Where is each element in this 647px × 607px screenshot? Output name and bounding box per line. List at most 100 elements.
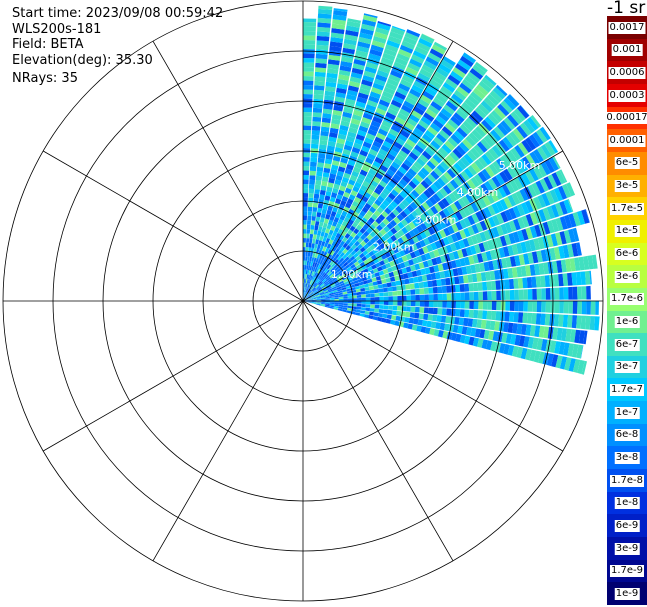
radar-gate [516,204,526,216]
radar-gate [403,322,409,329]
colorbar-tick-label: 3e-5 [614,180,640,193]
radar-gate [562,314,569,328]
radar-gate [342,309,347,313]
radar-gate [307,202,313,207]
radar-gate [303,107,313,113]
radar-gate [374,187,382,195]
radar-gate [340,282,345,287]
radar-gate [433,301,438,308]
radar-gate [312,301,317,303]
radar-gate [555,232,563,246]
radar-gate [331,164,339,171]
radar-gate [337,255,342,261]
colorbar-tick-label: 1.7e-5 [609,202,645,215]
radar-gate [376,184,385,192]
radar-gate [455,221,463,231]
radar-gate [468,132,480,144]
radar-gate [513,108,526,122]
colorbar-cell: 1e-7 [607,401,647,425]
radar-gate [471,224,480,234]
radar-gate [423,60,437,71]
radar-gate [303,148,311,153]
radar-gate [430,122,441,133]
radar-gate [451,293,456,301]
radar-gate [459,219,468,229]
radar-gate [303,206,308,212]
radar-gate [368,168,377,176]
radar-gate [435,222,443,231]
radar-gate [498,247,506,258]
radar-gate [481,119,493,132]
radar-gate [363,283,369,288]
radar-gate [376,280,383,285]
radar-gate [338,204,345,211]
radar-gate [520,202,530,215]
radar-gate [354,240,360,247]
radar-gate [381,278,387,284]
radar-gate [571,343,579,358]
radar-gate [322,172,330,178]
radar-gate [341,196,349,203]
radar-gate [316,212,322,218]
radar-gate [450,70,464,82]
radar-gate [339,271,345,277]
radar-gate [562,273,569,286]
radar-gate [446,308,452,316]
radar-gate [535,313,542,325]
radar-gate [556,260,563,273]
radar-gate [330,250,335,256]
radar-gate [418,204,427,214]
radar-gate [463,227,471,238]
radar-gate [322,267,327,272]
radar-gate [490,110,503,123]
radar-gate [387,107,398,117]
azimuth-gridline [302,300,563,452]
radar-gate [488,148,499,160]
radar-gate [310,280,314,285]
radar-gate [351,292,357,296]
radar-gate [481,252,488,262]
radar-gate [378,309,384,314]
radar-gate [362,14,378,23]
radar-gate [453,130,465,142]
radar-gate [416,225,424,233]
radar-gate [308,290,312,295]
radar-gate [328,219,334,226]
radar-gate [307,301,312,303]
radar-gate [359,261,366,267]
radar-gate [427,314,433,321]
radar-gate [581,286,587,300]
azimuth-gridline [42,300,304,452]
radar-gate [515,190,525,203]
radar-gate [429,266,435,274]
radar-gate [457,59,472,71]
radar-gate [372,82,385,91]
radar-gate [343,107,354,114]
radar-gate [583,255,590,270]
radar-gate [328,136,337,143]
radar-gate [421,274,428,282]
colorbar-cell: 1e-5 [607,219,647,244]
radar-gate [411,110,423,120]
radar-gate [399,262,406,269]
radar-gate [451,93,464,105]
radar-gate [432,286,438,294]
radar-gate [305,283,307,288]
radar-gate [322,278,327,283]
radar-gate [341,176,350,184]
radar-gate [326,276,331,281]
radar-gate [316,40,329,46]
radar-gate [452,268,459,277]
radar-gate [340,246,346,252]
radar-gate [447,215,455,225]
radar-gate [407,213,416,222]
radar-gate [574,329,581,344]
radar-gate [533,350,541,363]
radar-gate [413,106,425,116]
radar-gate [311,211,317,217]
radar-gate [476,272,482,282]
radar-gate [304,292,307,297]
radar-gate [549,189,559,203]
radar-gate [457,249,464,259]
radar-gate [401,40,416,50]
